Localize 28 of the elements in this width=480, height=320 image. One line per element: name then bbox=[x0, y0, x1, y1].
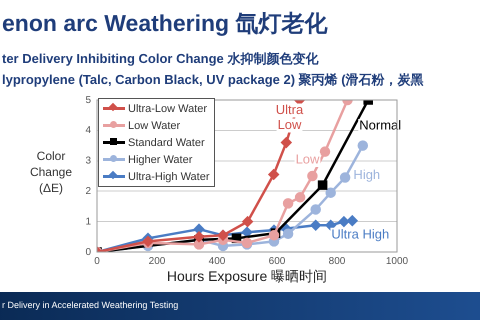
legend-label: Ultra-Low Water bbox=[128, 102, 208, 114]
legend-label: Standard Water bbox=[128, 136, 205, 148]
x-tick-label: 0 bbox=[94, 256, 100, 267]
y-tick-label: 2 bbox=[85, 186, 92, 197]
legend-label: Higher Water bbox=[128, 154, 192, 166]
y-tick-label: 3 bbox=[85, 156, 92, 167]
annotation: Normal bbox=[359, 118, 402, 133]
y-tick-label: 1 bbox=[85, 216, 92, 228]
annotation: Ultra Low bbox=[276, 102, 304, 132]
chart-title: enon arc Weathering 氙灯老化 bbox=[2, 9, 328, 38]
y-tick-label: 5 bbox=[85, 94, 92, 106]
legend-label: Ultra-High Water bbox=[128, 170, 210, 182]
chart-subtitle: ter Delivery Inhibiting Color Change 水抑制颜色变化 bbox=[2, 50, 318, 68]
x-tick-label: 800 bbox=[328, 256, 346, 267]
y-tick-label: 0 bbox=[85, 246, 92, 258]
y-tick-label: 4 bbox=[85, 125, 92, 136]
x-axis-title: Hours Exposure 曝晒时间 bbox=[166, 268, 328, 286]
legend-label: Low Water bbox=[128, 120, 180, 132]
annotation: High bbox=[353, 167, 380, 182]
annotation: Low bbox=[296, 152, 320, 167]
x-tick-label: 1000 bbox=[386, 256, 409, 267]
annotation: Ultra High bbox=[331, 226, 390, 242]
x-tick-label: 400 bbox=[208, 256, 226, 267]
y-axis-title: Color Change (ΔE) bbox=[28, 148, 74, 196]
text: r Delivery in Accelerated Weathering Testing bbox=[2, 300, 178, 310]
text: lypropylene (Talc, Carbon Black, UV package 2) 聚丙烯 (滑石粉，炭黑 bbox=[2, 71, 424, 89]
x-tick-label: 600 bbox=[268, 256, 286, 267]
x-tick-label: 200 bbox=[148, 256, 166, 267]
